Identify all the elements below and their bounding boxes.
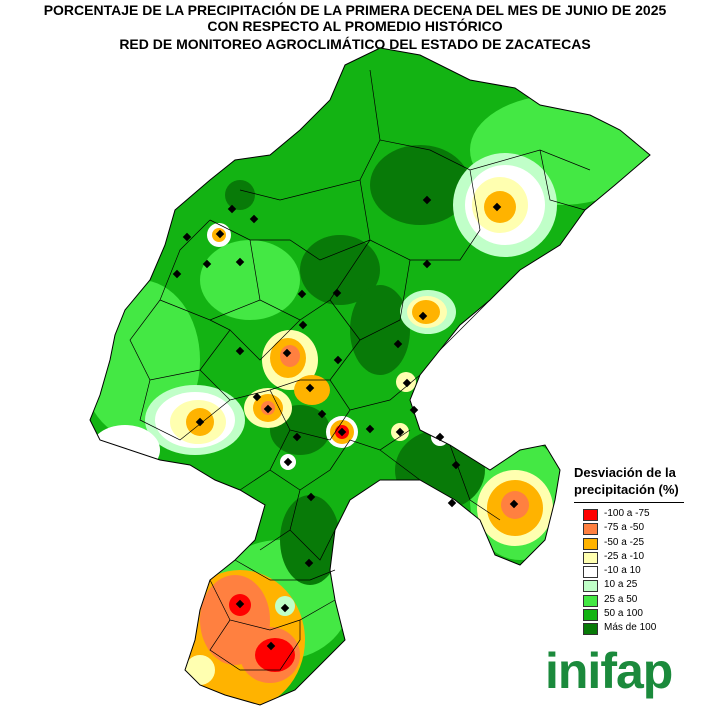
legend-item: -100 a -75 <box>574 507 694 521</box>
station-marker <box>215 229 225 239</box>
station-marker <box>451 460 461 470</box>
map-title-line1: PORCENTAJE DE LA PRECIPITACIÓN DE LA PRI… <box>43 2 667 18</box>
station-marker <box>332 288 342 298</box>
legend-label: -50 a -25 <box>604 536 645 548</box>
municipal-borders <box>89 47 651 706</box>
legend-item: 25 a 50 <box>574 593 694 607</box>
station-marker <box>304 558 314 568</box>
legend-swatch <box>583 623 598 636</box>
legend-swatch <box>583 509 598 521</box>
legend-item: -50 a -25 <box>574 536 694 550</box>
legend-label: 50 a 100 <box>604 608 643 620</box>
legend-item: -25 a -10 <box>574 550 694 564</box>
station-marker <box>509 499 519 509</box>
station-marker <box>235 257 245 267</box>
legend-item: -75 a -50 <box>574 521 694 536</box>
legend-swatch <box>583 523 598 536</box>
inifap-logo: inifap <box>545 643 673 699</box>
station-marker <box>422 259 432 269</box>
station-marker <box>337 427 347 437</box>
legend-divider <box>574 502 684 503</box>
station-marker <box>266 641 276 651</box>
station-marker <box>305 383 315 393</box>
station-marker <box>172 269 182 279</box>
station-marker <box>333 355 343 365</box>
legend-label: 10 a 25 <box>604 579 638 591</box>
legend-swatch <box>583 609 598 622</box>
station-marker <box>306 492 316 502</box>
station-marker <box>249 214 259 224</box>
legend-title-line1: Desviación de la <box>574 465 676 480</box>
station-marker <box>280 603 290 613</box>
station-marker <box>418 311 428 321</box>
station-marker <box>297 289 307 299</box>
map-title-line3: RED DE MONITOREO AGROCLIMÁTICO DEL ESTAD… <box>119 36 591 52</box>
station-marker <box>422 195 432 205</box>
legend-swatch <box>583 537 598 550</box>
legend-item: 10 a 25 <box>574 578 694 593</box>
station-marker <box>282 348 292 358</box>
station-marker <box>447 498 457 508</box>
legend-label: -25 a -10 <box>604 550 645 562</box>
station-marker <box>252 392 262 402</box>
station-marker <box>402 378 412 388</box>
station-marker <box>227 204 237 214</box>
station-marker <box>263 404 273 414</box>
station-marker <box>283 457 293 467</box>
legend-label: -10 a 10 <box>604 565 641 577</box>
station-marker <box>435 432 445 442</box>
station-marker <box>182 232 192 242</box>
legend-item: 50 a 100 <box>574 607 694 622</box>
legend-title-line2: precipitación (%) <box>574 482 679 497</box>
station-marker <box>317 409 327 419</box>
legend-label: Más de 100 <box>604 622 657 634</box>
station-marker <box>409 405 419 415</box>
station-marker <box>365 424 375 434</box>
legend-item: Más de 100 <box>574 621 694 636</box>
station-marker <box>195 417 205 427</box>
legend-items: -100 a -75 -75 a -50 -50 a -25 -25 a -10 -10… <box>574 507 694 636</box>
station-marker <box>393 339 403 349</box>
legend-swatch <box>583 580 598 593</box>
map-title-line2: CON RESPECTO AL PROMEDIO HISTÓRICO <box>207 18 503 34</box>
legend-label: 25 a 50 <box>604 593 638 605</box>
station-marker <box>298 320 308 330</box>
legend-swatch <box>583 594 598 607</box>
legend-label: -75 a -50 <box>604 522 645 534</box>
station-marker <box>202 259 212 269</box>
station-marker <box>492 202 502 212</box>
station-marker <box>395 427 405 437</box>
station-marker <box>292 432 302 442</box>
legend-label: -100 a -75 <box>604 508 650 519</box>
legend: Desviación de la precipitación (%) -100 … <box>574 464 694 636</box>
legend-swatch <box>583 551 598 564</box>
station-marker <box>235 346 245 356</box>
legend-item: -10 a 10 <box>574 564 694 579</box>
legend-swatch <box>583 566 598 579</box>
